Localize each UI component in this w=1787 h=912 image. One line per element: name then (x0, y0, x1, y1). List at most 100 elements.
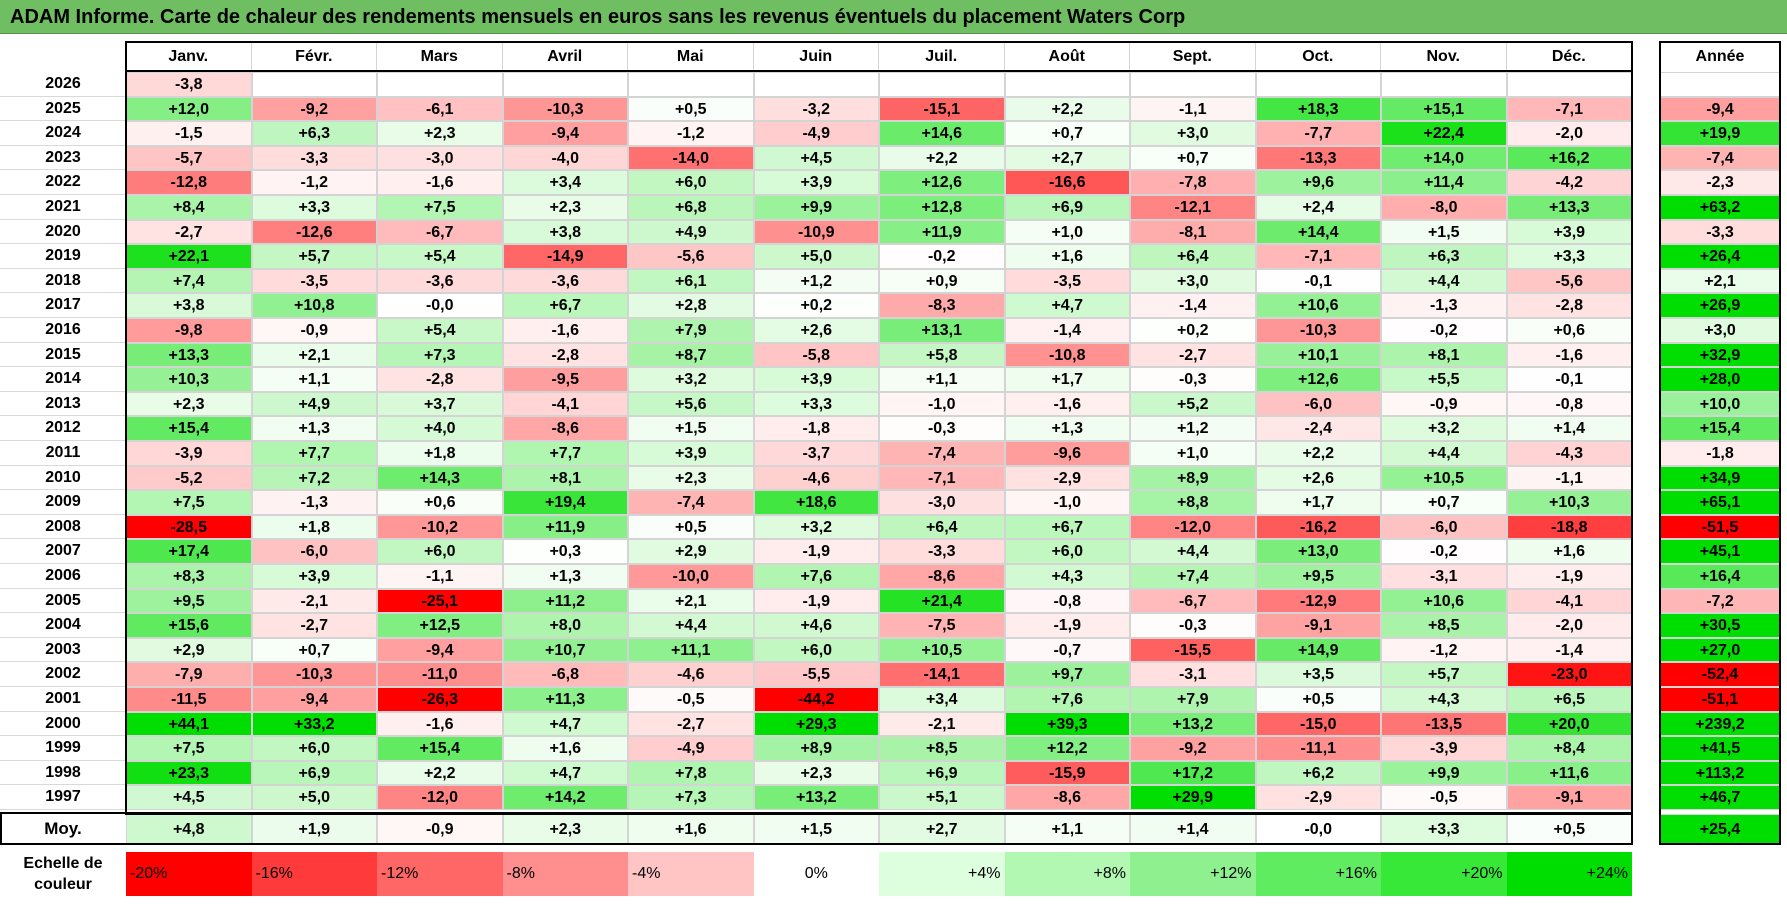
heatmap-cell: -1,6 (502, 318, 628, 343)
heatmap-cell: +6,0 (628, 170, 754, 195)
heatmap-cell: -6,0 (1255, 391, 1381, 417)
heatmap-cell: +3,4 (879, 687, 1005, 712)
heatmap-cell: -3,8 (126, 72, 252, 97)
heatmap-cell: +7,6 (753, 564, 879, 589)
heatmap-cell: -2,7 (126, 219, 252, 245)
heatmap-cell: +15,1 (1381, 96, 1507, 122)
annual-cell: +27,0 (1660, 637, 1780, 663)
year-row-divider (0, 267, 126, 269)
heatmap-cell: +4,7 (1004, 293, 1130, 318)
heatmap-cell: -2,0 (1506, 613, 1632, 638)
heatmap-cell: +1,0 (1130, 441, 1256, 466)
heatmap-cell: +12,5 (377, 613, 503, 638)
year-label: 2016 (45, 321, 81, 338)
heatmap-cell: +11,9 (879, 219, 1005, 245)
heatmap-cell: +0,7 (251, 637, 377, 663)
heatmap-cell: -3,3 (879, 539, 1005, 564)
heatmap-cell: -10,8 (1004, 342, 1130, 368)
heatmap-cell: +6,7 (502, 293, 628, 318)
heatmap-cell: -11,1 (1255, 736, 1381, 761)
heatmap-cell: -5,6 (628, 244, 754, 269)
heatmap-cell: -13,5 (1381, 711, 1507, 737)
chart-title: ADAM Informe. Carte de chaleur des rende… (0, 0, 1787, 34)
year-row-divider (0, 440, 126, 441)
heatmap-cell: -10,3 (1255, 318, 1381, 343)
heatmap-cell (753, 72, 879, 97)
heatmap-cell: -9,1 (1506, 785, 1632, 810)
year-label: 2006 (45, 567, 81, 584)
heatmap-cell: +2,2 (1004, 96, 1130, 122)
heatmap-cell: +22,1 (126, 244, 252, 269)
heatmap-cell: +8,4 (1506, 736, 1632, 761)
year-label: 2011 (45, 444, 81, 461)
average-cell: +4,8 (126, 814, 252, 844)
heatmap-cell: +8,5 (1381, 613, 1507, 638)
heatmap-cell: +3,7 (377, 391, 503, 417)
heatmap-cell: +14,4 (1255, 219, 1381, 245)
month-header: Mars (377, 42, 503, 72)
heatmap-cell: +33,2 (251, 711, 377, 737)
heatmap-cell: -0,1 (1255, 268, 1381, 294)
heatmap-cell (1255, 72, 1381, 97)
heatmap-cell: +4,3 (1381, 687, 1507, 712)
heatmap-cell: +12,6 (1255, 367, 1381, 392)
average-cell: +1,5 (753, 814, 879, 844)
year-label: 2002 (45, 665, 81, 683)
heatmap-cell: +11,2 (502, 588, 628, 614)
heatmap-cell: +1,7 (1255, 490, 1381, 515)
year-label: 2000 (45, 714, 81, 732)
heatmap-cell: +2,3 (753, 760, 879, 786)
heatmap-cell: +5,4 (377, 244, 503, 269)
heatmap-cell: +4,7 (502, 711, 628, 737)
average-cell: +1,6 (628, 814, 754, 844)
heatmap-cell: -4,9 (753, 121, 879, 146)
heatmap-cell: -1,1 (377, 564, 503, 589)
annual-cell: +45,1 (1660, 539, 1780, 564)
heatmap-cell: -3,3 (251, 145, 377, 171)
heatmap-cell: -14,1 (879, 662, 1005, 687)
heatmap-cell: +4,9 (251, 391, 377, 417)
year-label: 2017 (45, 296, 81, 314)
heatmap-cell (1130, 72, 1256, 97)
heatmap-cell: -1,8 (753, 416, 879, 441)
heatmap-cell: +8,5 (879, 736, 1005, 761)
heatmap-cell: -3,2 (753, 96, 879, 122)
heatmap-cell: +2,2 (377, 760, 503, 786)
heatmap-cell: -4,3 (1506, 441, 1632, 466)
heatmap-cell: +4,0 (377, 416, 503, 441)
heatmap-cell: -5,2 (126, 465, 252, 491)
color-scale-swatch: -4% (628, 852, 754, 896)
heatmap-cell: +14,2 (502, 785, 628, 810)
heatmap-cell: +3,3 (753, 391, 879, 417)
heatmap-cell: -7,1 (879, 465, 1005, 491)
heatmap-cell: +7,3 (377, 342, 503, 368)
heatmap-cell: -4,1 (502, 391, 628, 417)
heatmap-cell: +11,9 (502, 514, 628, 540)
annual-cell: -51,5 (1660, 514, 1780, 540)
year-label: 2003 (45, 640, 81, 658)
year-row-divider (0, 538, 126, 540)
heatmap-cell: +10,3 (126, 367, 252, 392)
heatmap-cell: -13,3 (1255, 145, 1381, 171)
heatmap-cell: -7,1 (1506, 96, 1632, 122)
heatmap-cell: +2,3 (628, 465, 754, 491)
year-label: 2015 (45, 345, 81, 363)
annual-header: Année (1695, 48, 1745, 65)
heatmap-cell: -2,9 (1004, 465, 1130, 491)
heatmap-cell: -12,0 (1130, 514, 1256, 540)
color-scale-swatch: +20% (1381, 852, 1507, 896)
heatmap-cell: -11,0 (377, 662, 503, 687)
heatmap-cell: -10,2 (377, 514, 503, 540)
heatmap-cell: +13,2 (753, 785, 879, 810)
heatmap-cell: +3,2 (1381, 416, 1507, 441)
heatmap-cell: +13,2 (1130, 711, 1256, 737)
heatmap-cell: +8,4 (126, 195, 252, 220)
heatmap-cell: +8,0 (502, 613, 628, 638)
heatmap-cell: +10,7 (502, 637, 628, 663)
heatmap-cell: -4,6 (753, 465, 879, 491)
heatmap-cell: +5,8 (879, 342, 1005, 368)
heatmap-cell: -10,9 (753, 219, 879, 245)
heatmap-cell: +7,4 (1130, 564, 1256, 589)
heatmap-cell (1381, 72, 1507, 97)
year-row-divider (0, 415, 126, 417)
